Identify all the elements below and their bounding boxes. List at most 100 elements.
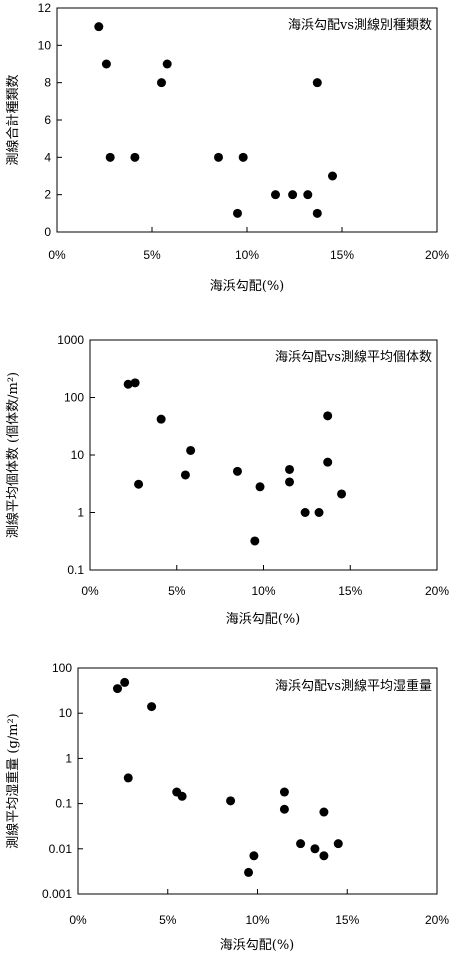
data-point — [271, 190, 280, 200]
data-point — [177, 791, 187, 801]
data-point — [226, 796, 236, 806]
data-point — [285, 464, 295, 474]
data-point — [323, 457, 333, 467]
data-point — [180, 470, 190, 480]
data-point — [244, 867, 254, 877]
data-point — [279, 787, 289, 797]
data-point — [279, 804, 289, 814]
x-tick-label: 20% — [425, 584, 449, 598]
data-point — [319, 851, 329, 861]
y-tick-label: 0.01 — [49, 842, 73, 856]
y-tick-label: 100 — [52, 661, 72, 675]
x-tick-label: 15% — [335, 913, 359, 927]
data-point — [112, 684, 122, 694]
data-point — [134, 479, 144, 489]
y-axis-ticks: 0 2 4 6 8 10 12 — [38, 1, 62, 239]
data-point — [156, 414, 166, 424]
x-axis-ticks: 0% 5% 10% 15% 20% — [81, 565, 449, 598]
y-tick-label: 1 — [77, 506, 84, 520]
data-point — [312, 208, 322, 218]
data-point — [130, 152, 140, 162]
x-tick-label: 20% — [425, 913, 449, 927]
data-point — [249, 851, 259, 861]
y-tick-label: 0.001 — [42, 887, 72, 901]
y-tick-label: 0.1 — [67, 563, 84, 577]
data-point — [101, 59, 111, 69]
data-point — [288, 190, 298, 200]
data-point — [233, 208, 242, 218]
x-tick-label: 15% — [338, 584, 362, 598]
y-tick-label: 0 — [44, 225, 51, 239]
x-tick-label: 10% — [235, 248, 259, 262]
data-point — [130, 378, 140, 388]
y-tick-label: 10 — [71, 448, 85, 462]
x-tick-label: 0% — [81, 584, 99, 598]
data-point — [312, 78, 322, 88]
y-axis-label: 測線合計種類数 — [5, 74, 21, 165]
data-point — [303, 190, 313, 200]
data-point — [105, 152, 115, 162]
x-tick-label: 0% — [69, 913, 87, 927]
data-point — [120, 677, 130, 687]
chart-species-count: 海浜勾配vs測線別種類数 0 2 4 6 8 10 12 0% 5% 10% 15% 20% 海浜勾… — [5, 1, 449, 294]
y-tick-label: 100 — [64, 391, 84, 405]
y-tick-label: 8 — [44, 76, 51, 90]
x-tick-label: 10% — [251, 584, 275, 598]
y-axis-label: 測線平均個体数 (個体数/m²) — [5, 372, 21, 538]
data-point — [337, 489, 347, 499]
x-axis-ticks: 0% 5% 10% 15% 20% — [48, 227, 449, 262]
plot-frame — [89, 339, 438, 571]
y-tick-label: 1000 — [57, 333, 84, 347]
data-point — [238, 152, 248, 162]
data-point — [314, 508, 324, 517]
data-point — [157, 78, 166, 88]
data-point — [328, 171, 337, 181]
y-tick-label: 2 — [44, 188, 51, 202]
plot-frame — [77, 667, 438, 895]
data-points — [94, 22, 337, 218]
x-tick-label: 10% — [245, 913, 269, 927]
x-tick-label: 0% — [48, 248, 66, 262]
data-point — [255, 482, 265, 492]
data-point — [123, 773, 133, 783]
chart-title: 海浜勾配vs測線別種類数 — [288, 17, 432, 33]
data-point — [323, 411, 333, 421]
x-axis-ticks: 0% 5% 10% 15% 20% — [69, 889, 449, 927]
y-axis-ticks: 0.1 1 10 100 1000 — [57, 333, 95, 577]
data-point — [285, 477, 295, 487]
data-point — [250, 536, 260, 546]
x-tick-label: 20% — [425, 248, 449, 262]
y-tick-label: 10 — [38, 38, 52, 52]
chart-title: 海浜勾配vs測線平均湿重量 — [275, 678, 432, 694]
x-axis-label: 海浜勾配(%) — [226, 612, 301, 627]
y-tick-label: 12 — [38, 1, 52, 15]
data-point — [232, 466, 242, 476]
data-points — [112, 677, 343, 877]
data-point — [214, 152, 223, 162]
data-points — [123, 378, 347, 546]
x-axis-label: 海浜勾配(%) — [210, 279, 285, 294]
x-tick-label: 5% — [168, 584, 186, 598]
y-tick-label: 10 — [59, 706, 73, 720]
chart-mean-wet-weight: 海浜勾配vs測線平均湿重量 0.001 0.01 0.1 1 10 100 0% 5% 10%… — [5, 661, 449, 953]
data-point — [147, 702, 157, 712]
plot-frame — [56, 7, 438, 233]
y-tick-label: 6 — [44, 113, 51, 127]
data-point — [186, 445, 196, 455]
y-axis-label: 測線平均湿重量 (g/m²) — [5, 713, 21, 849]
data-point — [319, 807, 329, 817]
data-point — [310, 844, 320, 854]
y-tick-label: 0.1 — [55, 797, 72, 811]
x-tick-label: 5% — [143, 248, 161, 262]
y-axis-ticks: 0.001 0.01 0.1 1 10 100 — [42, 661, 83, 901]
data-point — [296, 839, 306, 849]
data-point — [333, 839, 343, 849]
x-tick-label: 5% — [159, 913, 177, 927]
x-tick-label: 15% — [330, 248, 354, 262]
data-point — [123, 379, 133, 389]
data-point — [300, 508, 310, 517]
data-point — [162, 59, 172, 69]
y-tick-label: 4 — [44, 150, 51, 164]
chart-title: 海浜勾配vs測線平均個体数 — [275, 349, 432, 365]
